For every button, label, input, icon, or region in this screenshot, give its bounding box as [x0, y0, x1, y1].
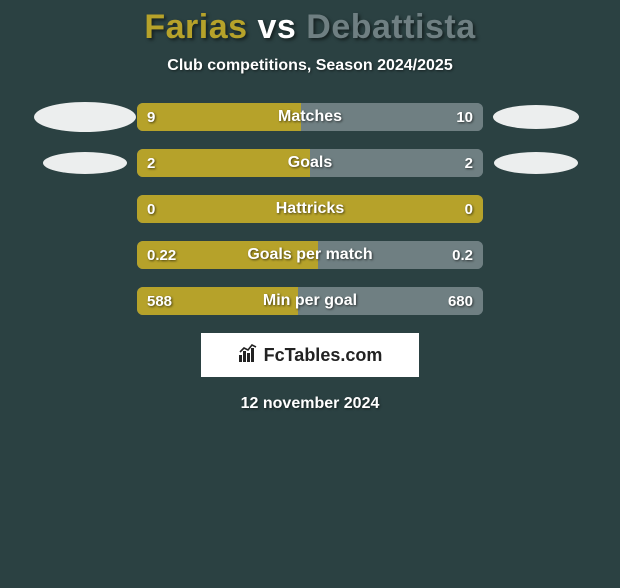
bar-right-fill — [310, 149, 483, 177]
date-line: 12 november 2024 — [0, 395, 620, 413]
stat-bar: 22Goals — [137, 149, 483, 177]
page-title: Farias vs Debattista — [0, 8, 620, 47]
right-ellipse-slot — [483, 152, 588, 174]
player1-ellipse — [43, 152, 127, 174]
stat-row: 00Hattricks — [0, 195, 620, 223]
subtitle: Club competitions, Season 2024/2025 — [0, 57, 620, 75]
player1-ellipse — [34, 102, 136, 132]
stat-row: 588680Min per goal — [0, 287, 620, 315]
bar-left-fill — [137, 149, 310, 177]
left-ellipse-slot — [32, 152, 137, 174]
right-ellipse-slot — [483, 105, 588, 129]
brand-text: FcTables.com — [264, 345, 383, 366]
stat-bar: 00Hattricks — [137, 195, 483, 223]
chart-icon — [238, 343, 260, 368]
bar-left-fill — [137, 103, 301, 131]
stat-row: 22Goals — [0, 149, 620, 177]
player2-ellipse — [493, 105, 579, 129]
player2-ellipse — [494, 152, 578, 174]
title-vs: vs — [248, 8, 307, 46]
title-player2: Debattista — [306, 8, 475, 46]
comparison-chart: 910Matches 22Goals 00Hattricks 0.220.2Goals… — [0, 103, 620, 315]
stat-bar: 588680Min per goal — [137, 287, 483, 315]
bar-left-fill — [137, 241, 318, 269]
stat-row: 0.220.2Goals per match — [0, 241, 620, 269]
stat-row: 910Matches — [0, 103, 620, 131]
title-player1: Farias — [144, 8, 247, 46]
stat-bar: 910Matches — [137, 103, 483, 131]
bar-left-fill — [137, 287, 298, 315]
bar-right-fill — [298, 287, 483, 315]
bar-right-fill — [318, 241, 483, 269]
brand-badge[interactable]: FcTables.com — [201, 333, 419, 377]
stat-bar: 0.220.2Goals per match — [137, 241, 483, 269]
bar-right-fill — [301, 103, 483, 131]
bar-left-fill — [137, 195, 483, 223]
left-ellipse-slot — [32, 102, 137, 132]
